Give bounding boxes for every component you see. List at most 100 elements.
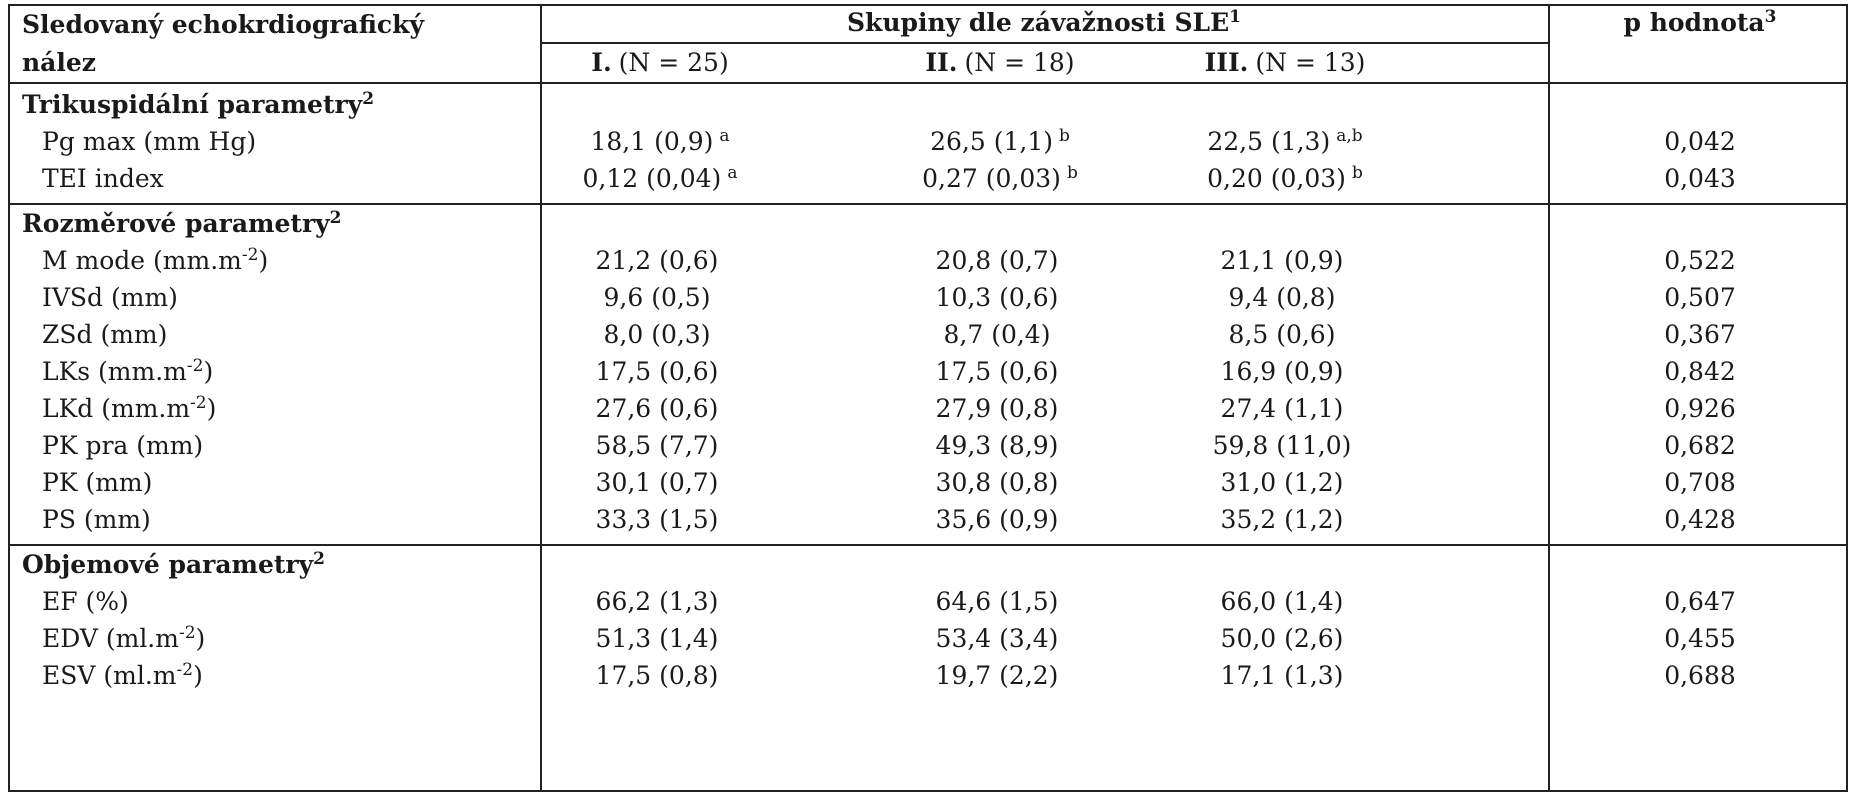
- group-2-value: 19,7 (2,2): [700, 661, 1300, 691]
- group-3-value: 35,2 (1,2): [985, 505, 1585, 535]
- text-part: 64,6 (1,5): [935, 587, 1059, 616]
- text-part: I.: [591, 48, 612, 77]
- group-3-value: 50,0 (2,6): [985, 624, 1585, 654]
- text-part: 0,842: [1664, 357, 1736, 386]
- groups-title: Skupiny dle závažnosti SLE1: [744, 8, 1344, 38]
- p-value: 0,688: [1400, 661, 1859, 691]
- text-part: 51,3 (1,4): [595, 624, 719, 653]
- group-2-header: II. (N = 18): [700, 48, 1300, 78]
- text-part: 30,8 (0,8): [935, 468, 1059, 497]
- text-part: a,b: [1336, 126, 1363, 146]
- text-part: 31,0 (1,2): [1220, 468, 1344, 497]
- group-2-value: 30,8 (0,8): [700, 468, 1300, 498]
- group-2-value: 20,8 (0,7): [700, 246, 1300, 276]
- text-part: 17,5 (0,6): [595, 357, 719, 386]
- text-part: 59,8 (11,0): [1212, 431, 1352, 460]
- parameter-label: PK pra (mm): [42, 431, 203, 461]
- group-1-value: 30,1 (0,7): [360, 468, 960, 498]
- group-3-header: III. (N = 13): [985, 48, 1585, 78]
- text-part: 0,507: [1664, 283, 1736, 312]
- p-value: 0,842: [1400, 357, 1859, 387]
- text-part: 2: [313, 549, 325, 569]
- text-part: (N = 13): [1255, 48, 1366, 77]
- column-label-line1: Sledovaný echokrdiografický: [22, 10, 424, 40]
- group-1-value: 66,2 (1,3): [360, 587, 960, 617]
- section-title: Rozměrové parametry2: [22, 209, 342, 239]
- text-part: 1: [1229, 7, 1242, 27]
- text-part: ): [206, 394, 217, 423]
- section-title: Trikuspidální parametry2: [22, 90, 374, 120]
- text-part: 0,708: [1664, 468, 1736, 497]
- text-part: ): [193, 661, 203, 690]
- group-1-value: 17,5 (0,6): [360, 357, 960, 387]
- text-part: -2: [186, 356, 204, 376]
- text-part: 0,682: [1664, 431, 1736, 460]
- text-part: 30,1 (0,7): [595, 468, 719, 497]
- text-part: Trikuspidální parametry: [22, 90, 363, 119]
- header-bottom-rule: [8, 82, 1848, 84]
- p-value: 0,507: [1400, 283, 1859, 313]
- text-part: b: [1351, 163, 1363, 183]
- text-part: 27,9 (0,8): [935, 394, 1059, 423]
- label-column-divider: [540, 4, 542, 792]
- parameter-label: M mode (mm.m-2): [42, 246, 268, 276]
- group-3-value: 59,8 (11,0): [985, 431, 1585, 461]
- text-part: 0,043: [1664, 164, 1736, 193]
- section-divider: [8, 203, 1848, 205]
- p-value: 0,428: [1400, 505, 1859, 535]
- text-part: ESV (ml.m: [42, 661, 177, 690]
- text-part: -2: [190, 393, 207, 413]
- text-part: 0,647: [1664, 587, 1736, 616]
- text-part: 8,7 (0,4): [943, 320, 1051, 349]
- group-3-value: 9,4 (0,8): [985, 283, 1585, 313]
- text-part: 53,4 (3,4): [935, 624, 1059, 653]
- group-2-value: 26,5 (1,1) b: [700, 127, 1300, 157]
- text-part: IVSd (mm): [42, 283, 178, 312]
- group-1-value: 17,5 (0,8): [360, 661, 960, 691]
- text-part: nález: [22, 48, 96, 77]
- text-part: III.: [1204, 48, 1249, 77]
- text-part: 17,5 (0,8): [595, 661, 719, 690]
- text-part: ): [195, 624, 206, 653]
- text-part: 66,2 (1,3): [595, 587, 719, 616]
- text-part: 2: [362, 89, 375, 109]
- group-3-value: 8,5 (0,6): [985, 320, 1585, 350]
- text-part: 0,455: [1664, 624, 1736, 653]
- text-part: a: [719, 126, 730, 146]
- text-part: 35,6 (0,9): [935, 505, 1059, 534]
- text-part: ZSd (mm): [42, 320, 168, 349]
- parameter-label: EDV (ml.m-2): [42, 624, 205, 654]
- group-2-value: 49,3 (8,9): [700, 431, 1300, 461]
- text-part: 22,5 (1,3): [1207, 127, 1331, 156]
- group-2-value: 27,9 (0,8): [700, 394, 1300, 424]
- text-part: 3: [1764, 7, 1777, 27]
- group-2-value: 53,4 (3,4): [700, 624, 1300, 654]
- group-3-value: 27,4 (1,1): [985, 394, 1585, 424]
- text-part: 8,5 (0,6): [1228, 320, 1336, 349]
- text-part: M mode (mm.m: [42, 246, 242, 275]
- text-part: 66,0 (1,4): [1220, 587, 1344, 616]
- text-part: 0,27 (0,03): [922, 164, 1061, 193]
- text-part: TEI index: [42, 164, 164, 193]
- text-part: 17,1 (1,3): [1220, 661, 1344, 690]
- text-part: EDV (ml.m: [42, 624, 179, 653]
- text-part: 0,688: [1664, 661, 1736, 690]
- text-part: ): [258, 246, 269, 275]
- text-part: LKs (mm.m: [42, 357, 187, 386]
- text-part: 58,5 (7,7): [595, 431, 719, 460]
- group-2-value: 10,3 (0,6): [700, 283, 1300, 313]
- text-part: 0,042: [1664, 127, 1736, 156]
- text-part: Pg max (mm Hg): [42, 127, 257, 156]
- text-part: 0,20 (0,03): [1207, 164, 1346, 193]
- text-part: 50,0 (2,6): [1220, 624, 1344, 653]
- text-part: PS (mm): [42, 505, 151, 534]
- p-value: 0,926: [1400, 394, 1859, 424]
- text-part: LKd (mm.m: [42, 394, 191, 423]
- parameter-label: TEI index: [42, 164, 164, 194]
- column-label-line2: nález: [22, 48, 96, 78]
- text-part: 27,6 (0,6): [595, 394, 719, 423]
- text-part: 8,0 (0,3): [603, 320, 711, 349]
- group-3-value: 66,0 (1,4): [985, 587, 1585, 617]
- text-part: -2: [178, 623, 196, 643]
